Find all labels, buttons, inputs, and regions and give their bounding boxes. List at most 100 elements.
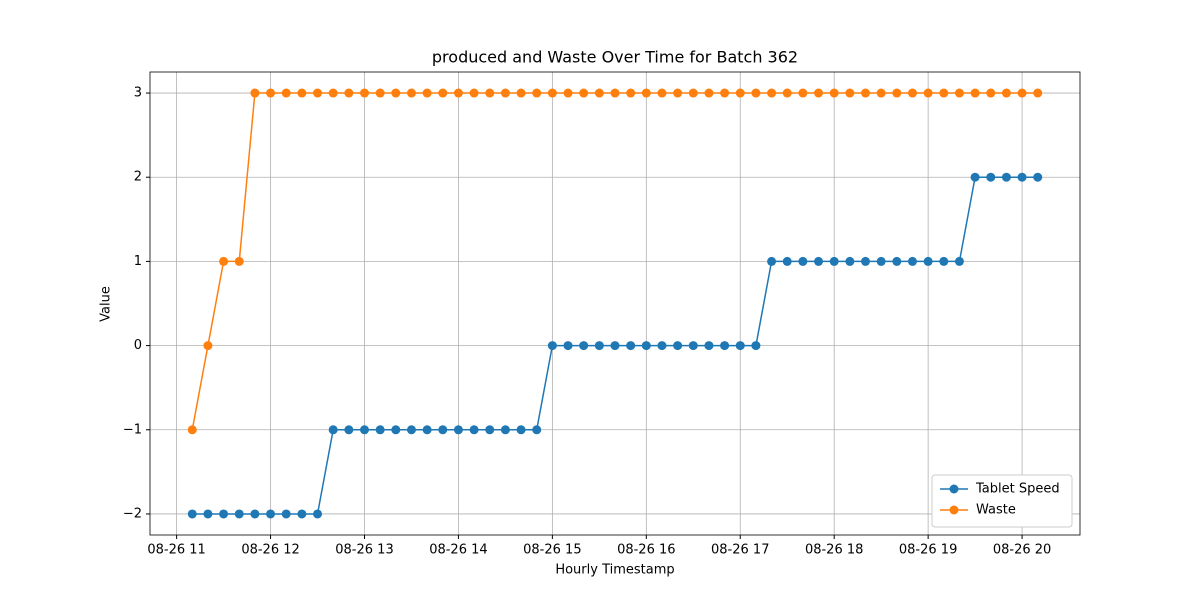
point [970, 172, 980, 182]
point [767, 256, 777, 266]
point [532, 88, 542, 98]
point [954, 256, 964, 266]
point [1033, 88, 1043, 98]
point [266, 509, 276, 519]
point [344, 88, 354, 98]
point [767, 88, 777, 98]
point [313, 509, 323, 519]
point [532, 425, 542, 435]
x-tick-label: 08-26 12 [241, 543, 299, 558]
point [375, 425, 385, 435]
point [954, 88, 964, 98]
point [328, 88, 338, 98]
point [453, 425, 463, 435]
x-tick-label: 08-26 15 [523, 543, 581, 558]
point [469, 425, 479, 435]
point [970, 88, 980, 98]
point [579, 341, 589, 351]
plot-frame [149, 71, 1081, 536]
point [1033, 172, 1043, 182]
point [250, 88, 260, 98]
point [673, 88, 683, 98]
point [610, 341, 620, 351]
x-tick-label: 08-26 17 [711, 543, 769, 558]
point [907, 256, 917, 266]
point [594, 341, 604, 351]
legend-marker [949, 484, 959, 494]
legend-box [931, 474, 1073, 528]
point [782, 256, 792, 266]
point [657, 88, 667, 98]
point [986, 172, 996, 182]
point [563, 88, 573, 98]
point [453, 88, 463, 98]
x-tick-label: 08-26 19 [899, 543, 957, 558]
point [313, 88, 323, 98]
point [814, 88, 824, 98]
point [266, 88, 276, 98]
point [720, 341, 730, 351]
x-tick-label: 08-26 11 [147, 543, 205, 558]
point [939, 88, 949, 98]
point [845, 256, 855, 266]
point [626, 341, 636, 351]
y-tick-label: 3 [134, 86, 142, 101]
point [688, 341, 698, 351]
point [939, 256, 949, 266]
point [907, 88, 917, 98]
point [219, 256, 229, 266]
point [234, 509, 244, 519]
point [485, 88, 495, 98]
point [861, 88, 871, 98]
point [751, 88, 761, 98]
x-tick-label: 08-26 18 [805, 543, 863, 558]
chart-title: produced and Waste Over Time for Batch 3… [432, 48, 798, 67]
point [861, 256, 871, 266]
point [516, 88, 526, 98]
point [469, 88, 479, 98]
point [500, 425, 510, 435]
point [328, 425, 338, 435]
point [704, 341, 714, 351]
point [485, 425, 495, 435]
y-tick-label: 0 [134, 338, 142, 353]
point [250, 509, 260, 519]
point [406, 88, 416, 98]
y-tick-label: −1 [123, 422, 142, 437]
point [720, 88, 730, 98]
y-tick-label: 2 [134, 170, 142, 185]
point [594, 88, 604, 98]
point [391, 88, 401, 98]
point [234, 256, 244, 266]
point [626, 88, 636, 98]
point [845, 88, 855, 98]
point [297, 88, 307, 98]
point [391, 425, 401, 435]
point [422, 88, 432, 98]
x-tick-label: 08-26 20 [993, 543, 1051, 558]
legend-marker [949, 505, 959, 515]
point [610, 88, 620, 98]
point [547, 88, 557, 98]
point [187, 509, 197, 519]
point [406, 425, 416, 435]
point [500, 88, 510, 98]
point [359, 425, 369, 435]
point [657, 341, 667, 351]
point [814, 256, 824, 266]
point [986, 88, 996, 98]
point [704, 88, 714, 98]
point [829, 88, 839, 98]
point [203, 509, 213, 519]
point [375, 88, 385, 98]
x-axis-label: Hourly Timestamp [555, 563, 674, 578]
point [359, 88, 369, 98]
legend-label: Waste [976, 503, 1016, 518]
point [829, 256, 839, 266]
point [1017, 88, 1027, 98]
point [735, 88, 745, 98]
point [1001, 88, 1011, 98]
x-tick-label: 08-26 14 [429, 543, 487, 558]
point [923, 88, 933, 98]
point [219, 509, 229, 519]
